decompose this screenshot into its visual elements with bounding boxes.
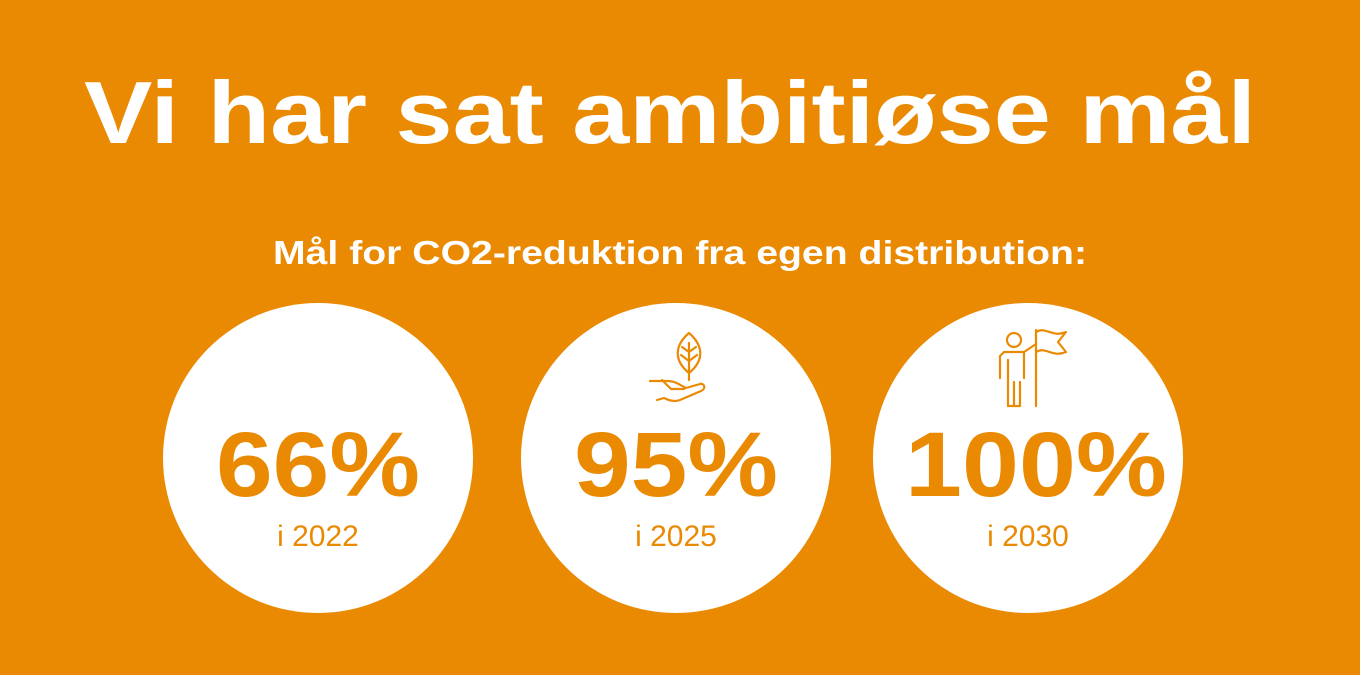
subtitle: Mål for CO2-reduktion fra egen distribut… [273,234,1087,271]
title: Vi har sat ambitiøse mål [84,63,1256,162]
person-flag-icon [998,328,1068,408]
goal-value: 66% [216,414,420,516]
goal-year: i 2025 [635,520,717,553]
goal-circle [163,303,473,613]
goal-circle [873,303,1183,613]
goal-year: i 2030 [987,520,1069,553]
goal-value: 100% [905,414,1167,516]
goal-circle [521,303,831,613]
goal-card: 100% i 2030 [873,303,1183,613]
goal-card: 66% i 2022 [163,303,473,613]
hand-leaf-icon [648,331,706,403]
goal-value: 95% [574,414,778,516]
goal-year: i 2022 [277,520,359,553]
goal-card: 95% i 2025 [521,303,831,613]
